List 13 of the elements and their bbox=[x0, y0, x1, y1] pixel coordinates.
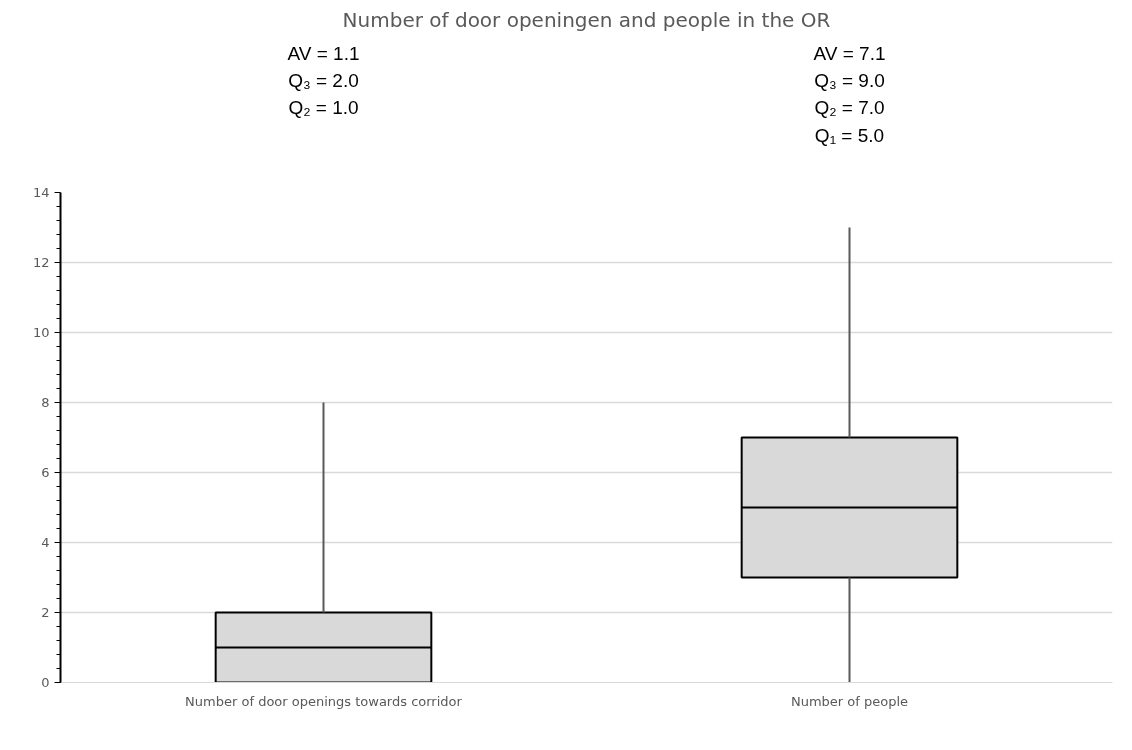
y-tick-label: 6 bbox=[41, 465, 50, 480]
text: AV = 1.1 Q₃ = 2.0 Q₂ = 1.0 bbox=[287, 42, 360, 119]
y-tick-label: 14 bbox=[32, 185, 50, 200]
y-tick-label: 8 bbox=[41, 395, 50, 410]
text: AV = 7.1 Q₃ = 9.0 Q₂ = 7.0 Q₁ = 5.0 bbox=[813, 42, 886, 146]
y-tick-label: 0 bbox=[41, 675, 50, 690]
x-tick-label: Number of people bbox=[790, 693, 909, 709]
chart-title: Number of door openingen and people in the OR bbox=[342, 7, 831, 32]
y-tick-label: 10 bbox=[32, 325, 50, 340]
y-tick-label: 4 bbox=[41, 535, 50, 550]
x-tick-label: Number of door openings towards corridor bbox=[185, 693, 463, 709]
y-tick-label: 12 bbox=[32, 255, 50, 270]
y-tick-label: 2 bbox=[41, 605, 50, 620]
